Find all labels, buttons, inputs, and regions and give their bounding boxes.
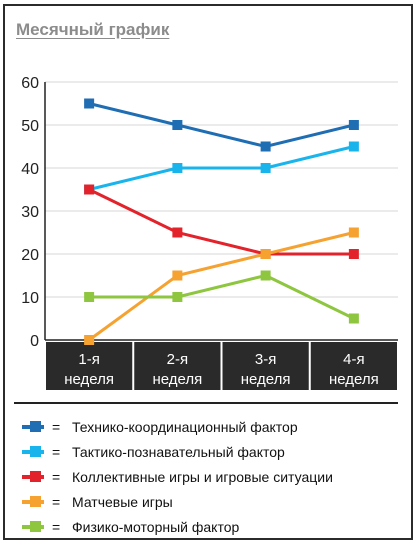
y-tick-label: 0 [30,333,39,350]
x-tick-label: неделя [152,371,202,388]
legend-equals: = [52,443,61,460]
legend: = Технико-координационный фактор = Тактико-… [22,414,402,539]
data-point [172,227,183,238]
series-line [88,102,355,149]
x-tick-label: 4-я [343,351,364,368]
orange-square-icon [22,495,48,509]
series-line [88,231,355,342]
data-point [348,227,359,238]
data-point [348,249,359,259]
legend-item: = Матчевые игры [22,489,402,514]
data-point [348,120,359,130]
legend-label: Физико-моторный фактор [72,518,240,535]
x-tick-label: неделя [241,371,291,388]
legend-equals: = [52,468,61,485]
x-category-cell [46,342,133,390]
chart-title: Месячный график [16,20,170,39]
data-point [172,270,183,281]
legend-item: = Коллективные игры и игровые ситуации [22,464,402,489]
series-line [88,188,354,256]
legend-item: = Тактико-познавательный фактор [22,439,402,464]
data-point [260,141,271,152]
green-square-icon [22,520,48,534]
x-tick-label: 2-я [167,351,188,368]
data-point [348,141,359,152]
x-category-cell [310,342,397,390]
y-tick-label: 40 [21,161,39,178]
data-point [260,249,271,259]
data-point [84,98,95,109]
data-point [260,163,271,173]
x-category-cell [134,342,221,390]
data-point [172,120,183,130]
y-tick-label: 50 [21,118,39,135]
data-point [84,292,95,302]
legend-item: = Физико-моторный фактор [22,514,402,539]
red-square-icon [22,470,48,484]
legend-divider [14,402,398,404]
x-tick-label: 3-я [255,351,276,368]
data-point [348,313,359,324]
data-point [260,270,271,281]
x-tick-label: 1-я [78,351,99,368]
legend-label: Матчевые игры [72,493,173,510]
y-tick-label: 30 [21,204,39,221]
blue-square-icon [22,420,48,434]
legend-equals: = [52,418,61,435]
x-tick-label: неделя [64,371,114,388]
series-line [89,273,355,320]
legend-equals: = [52,493,61,510]
legend-label: Коллективные игры и игровые ситуации [72,468,333,485]
legend-item: = Технико-координационный фактор [22,414,402,439]
y-tick-label: 60 [21,75,39,92]
data-point [172,292,183,302]
data-point [84,184,95,195]
x-category-cell [222,342,309,390]
series-line [88,145,355,191]
lightblue-square-icon [22,445,48,459]
data-point [172,163,183,173]
legend-label: Технико-координационный фактор [72,418,298,435]
legend-label: Тактико-познавательный фактор [72,443,285,460]
legend-equals: = [52,518,61,535]
x-tick-label: неделя [329,371,379,388]
chart-frame [3,4,413,540]
y-tick-label: 10 [21,290,39,307]
y-tick-label: 20 [21,247,39,264]
data-point [84,335,95,345]
